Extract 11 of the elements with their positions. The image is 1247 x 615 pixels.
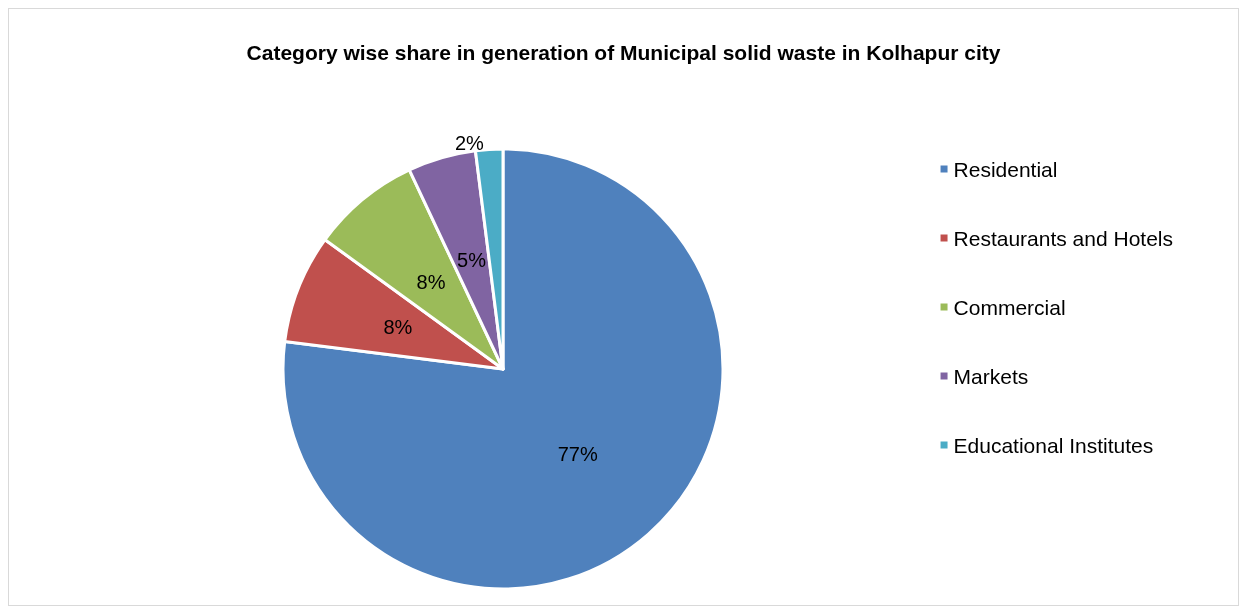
legend-label: Educational Institutes: [953, 433, 1154, 457]
legend-label: Markets: [953, 364, 1029, 388]
data-label: 2%: [454, 132, 485, 155]
legend-label: Residential: [953, 157, 1058, 181]
chart-title: Category wise share in generation of Municipal solid waste in Kolhapur city: [246, 41, 1001, 64]
data-label: 77%: [557, 442, 598, 465]
data-label: 8%: [383, 316, 413, 339]
data-label: 8%: [416, 270, 446, 293]
data-label: 5%: [457, 249, 487, 272]
legend-label: Restaurants and Hotels: [953, 226, 1174, 250]
legend-label: Commercial: [953, 295, 1066, 319]
